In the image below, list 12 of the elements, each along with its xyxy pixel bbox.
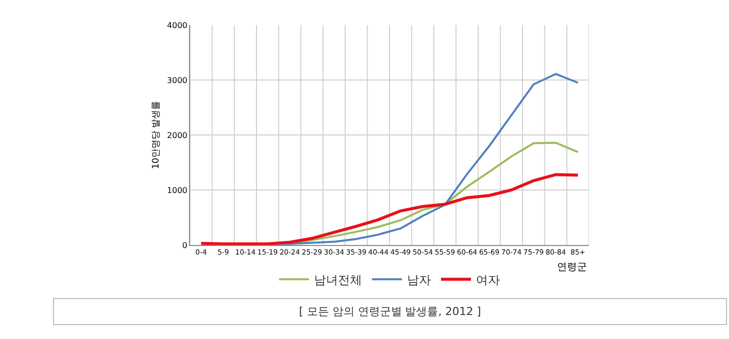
y-tick-label: 4000	[167, 20, 188, 30]
y-tick-label: 3000	[167, 76, 188, 85]
x-axis-title: 연령군	[557, 262, 587, 273]
line-series	[200, 173, 580, 245]
y-tick-label: 1000	[167, 186, 188, 195]
y-axis-title: 10만명당 발생률	[151, 100, 162, 170]
y-tick-label: 2000	[167, 130, 188, 140]
text: [ 모든 암의 연령군별 발생률, 2012 ]	[298, 305, 482, 318]
legend-label: 남녀전체	[314, 272, 362, 287]
legend-label: 여자	[476, 272, 500, 287]
y-tick-label: 0	[182, 240, 188, 250]
legend-label: 남자	[407, 272, 431, 287]
